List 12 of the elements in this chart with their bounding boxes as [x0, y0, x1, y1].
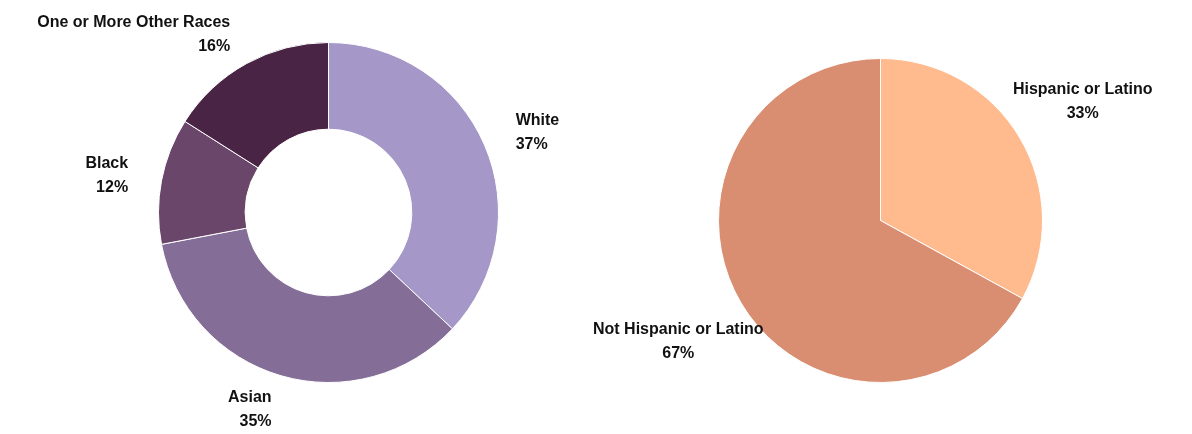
data-label: 16% — [198, 37, 231, 55]
data-label: 12% — [96, 177, 129, 195]
data-label: 35% — [239, 411, 272, 429]
slice-label: Asian — [228, 387, 272, 405]
slice-label: One or More Other Races — [37, 13, 231, 31]
data-label: 67% — [662, 343, 695, 361]
slice-label: Black — [85, 153, 129, 171]
data-label: 37% — [515, 134, 548, 152]
slice-label: Not Hispanic or Latino — [592, 319, 764, 337]
slice-label: Hispanic or Latino — [1012, 80, 1153, 98]
slice-label: White — [515, 110, 560, 128]
data-label: 33% — [1066, 104, 1099, 122]
